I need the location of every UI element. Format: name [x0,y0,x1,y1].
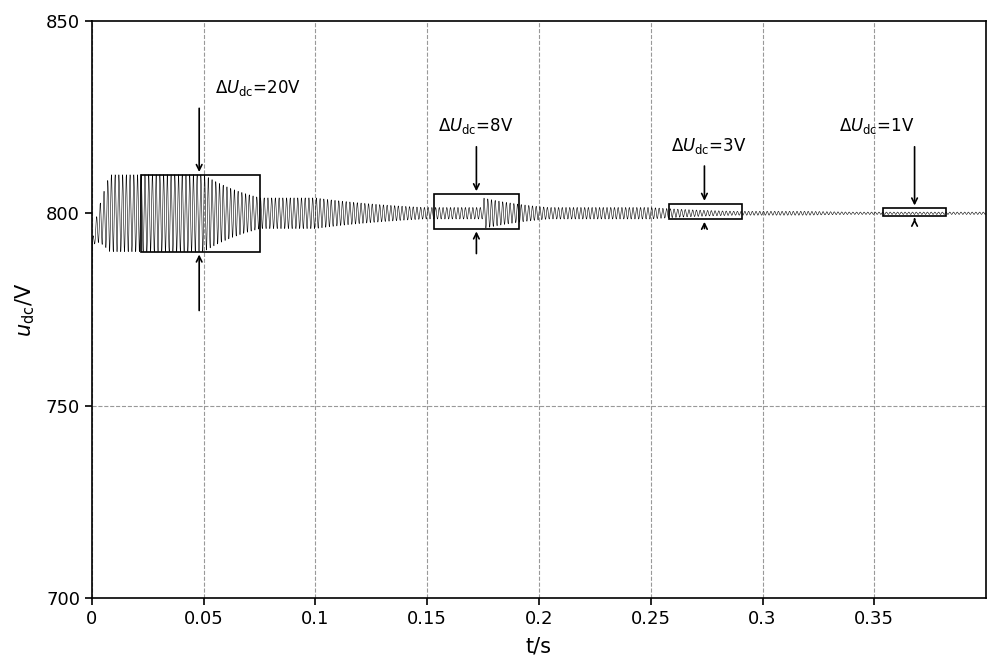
Bar [883,208,946,216]
Bar [141,175,260,252]
Text: $\Delta U_{\mathrm{dc}}$=8V: $\Delta U_{\mathrm{dc}}$=8V [438,117,514,136]
X-axis label: t/s: t/s [526,636,552,656]
Text: $\Delta U_{\mathrm{dc}}$=3V: $\Delta U_{\mathrm{dc}}$=3V [671,135,746,155]
Text: $\Delta U_{\mathrm{dc}}$=1V: $\Delta U_{\mathrm{dc}}$=1V [839,117,914,136]
Y-axis label: $u_{\mathrm{dc}}$/V: $u_{\mathrm{dc}}$/V [14,282,37,336]
Text: $\Delta U_{\mathrm{dc}}$=20V: $\Delta U_{\mathrm{dc}}$=20V [215,78,301,98]
Bar [434,194,519,228]
Bar [669,204,742,219]
